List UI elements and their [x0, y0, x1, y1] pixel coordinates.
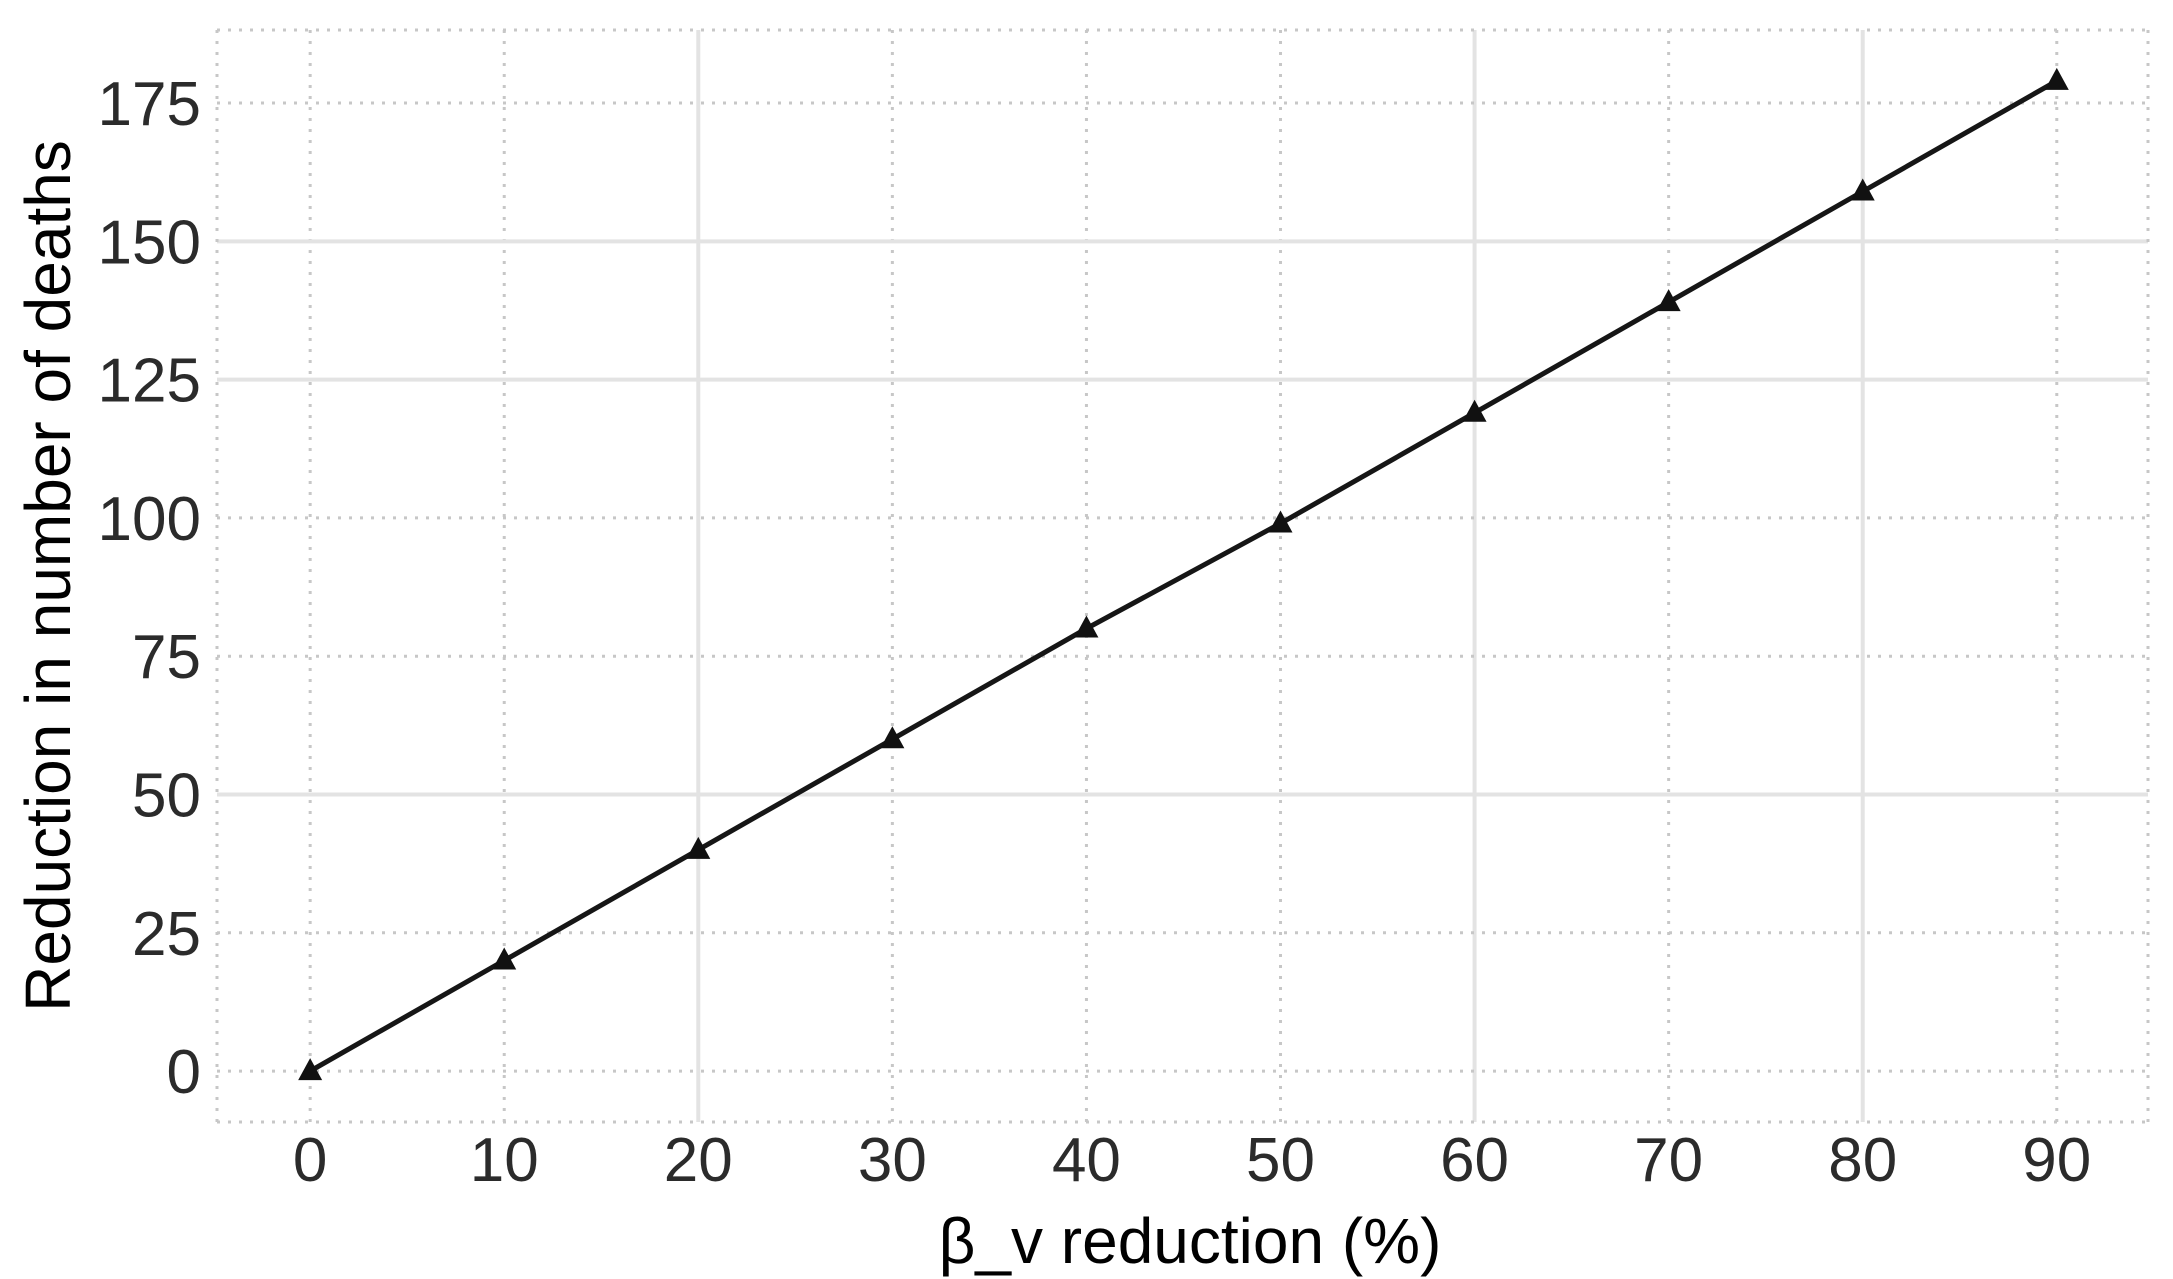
data-series-layer: [298, 67, 2069, 1081]
y-axis-label: Reduction in number of deaths: [12, 140, 84, 1012]
x-tick-label: 60: [1440, 1126, 1509, 1195]
tick-label-layer: 0 10 20 30 40 50 60 70 80 90 0 25 50 75 100 125 150 175: [98, 70, 2092, 1195]
x-tick-label: 40: [1052, 1126, 1121, 1195]
gridline-layer: [217, 30, 2148, 1122]
data-line: [308, 78, 2059, 1074]
y-tick-label: 25: [132, 900, 201, 969]
data-point-marker: [686, 836, 711, 859]
y-tick-label: 125: [98, 347, 201, 416]
y-tick-label: 0: [167, 1038, 201, 1107]
x-tick-label: 80: [1828, 1126, 1897, 1195]
x-tick-label: 90: [2022, 1126, 2091, 1195]
data-point-marker: [1074, 615, 1099, 638]
plot-border: [215, 28, 2150, 1124]
y-tick-label: 75: [132, 623, 201, 692]
data-point-marker: [1656, 289, 1681, 312]
x-axis-label: β_v reduction (%): [939, 1205, 1442, 1277]
data-point-marker: [298, 1058, 323, 1081]
y-tick-label: 150: [98, 208, 201, 277]
data-point-marker: [1850, 178, 1875, 201]
x-tick-label: 20: [664, 1126, 733, 1195]
data-point-marker: [492, 947, 517, 970]
x-tick-label: 10: [470, 1126, 539, 1195]
y-tick-label: 50: [132, 762, 201, 831]
data-point-marker: [1268, 510, 1293, 533]
x-tick-label: 30: [858, 1126, 927, 1195]
data-point-marker: [2044, 67, 2069, 90]
data-point-marker: [880, 726, 905, 749]
y-tick-label: 175: [98, 70, 201, 139]
data-point-marker: [1462, 399, 1487, 422]
x-tick-label: 50: [1246, 1126, 1315, 1195]
y-tick-label: 100: [98, 485, 201, 554]
x-tick-label: 70: [1634, 1126, 1703, 1195]
x-tick-label: 0: [293, 1126, 327, 1195]
